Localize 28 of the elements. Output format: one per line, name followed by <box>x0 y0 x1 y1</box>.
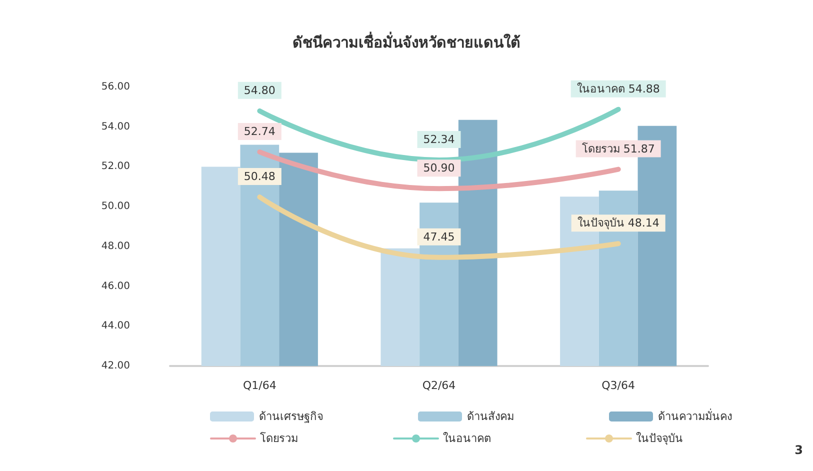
y-tick-label: 46.00 <box>101 280 130 292</box>
legend-label: ด้านเศรษฐกิจ <box>259 410 323 423</box>
data-label: 47.45 <box>423 230 455 244</box>
x-tick-label: Q2/64 <box>422 379 456 392</box>
legend-label: โดยรวม <box>260 431 298 445</box>
y-tick-label: 56.00 <box>101 82 130 92</box>
data-label: โดยรวม 51.87 <box>582 141 655 156</box>
y-tick-label: 42.00 <box>101 360 130 372</box>
data-label: 50.90 <box>423 162 455 175</box>
y-tick-label: 52.00 <box>101 161 130 172</box>
y-tick-label: 48.00 <box>101 240 130 252</box>
text: 3 <box>794 443 803 457</box>
data-label: 50.48 <box>244 170 276 184</box>
legend-label: ในอนาคต <box>443 432 491 445</box>
data-label: ในอนาคต 54.88 <box>576 82 660 96</box>
data-label: 52.34 <box>423 132 455 146</box>
legend-label: ในปัจจุบัน <box>636 432 683 445</box>
x-tick-label: Q1/64 <box>242 379 276 392</box>
legend-label: ด้านความมั่นคง <box>658 408 732 423</box>
y-tick-label: 44.00 <box>101 320 130 332</box>
data-label: 52.74 <box>244 124 276 138</box>
x-tick-label: Q3/64 <box>602 379 636 392</box>
data-label: ในปัจจุบัน 48.14 <box>577 216 660 230</box>
y-tick-label: 50.00 <box>101 201 130 212</box>
y-tick-label: 54.00 <box>101 121 130 132</box>
data-label: 54.80 <box>244 84 276 97</box>
chart-title: ดัชนีความเชื่อมั่นจังหวัดชายแดนใต้ <box>292 32 520 52</box>
legend-label: ด้านสังคม <box>467 410 514 423</box>
